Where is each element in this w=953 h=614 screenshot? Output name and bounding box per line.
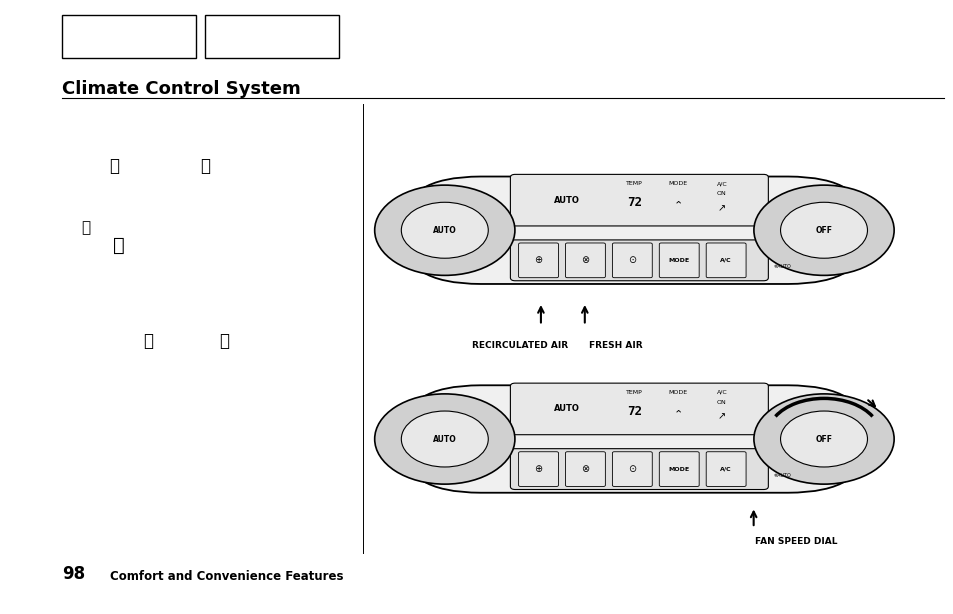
FancyBboxPatch shape xyxy=(612,243,652,278)
Text: AUTO: AUTO xyxy=(433,435,456,443)
Text: ⊕: ⊕ xyxy=(534,464,542,474)
Text: 72: 72 xyxy=(626,196,641,209)
Text: ⌃: ⌃ xyxy=(673,200,682,211)
Text: OFF: OFF xyxy=(815,435,832,443)
Text: AUTO: AUTO xyxy=(554,196,579,204)
Text: A/C: A/C xyxy=(720,467,731,472)
Circle shape xyxy=(401,202,488,258)
Text: ⌃: ⌃ xyxy=(673,409,682,419)
Circle shape xyxy=(753,185,893,275)
Bar xyxy=(62,15,195,58)
FancyBboxPatch shape xyxy=(612,452,652,486)
Text: FRESH AIR: FRESH AIR xyxy=(588,341,641,350)
FancyBboxPatch shape xyxy=(518,452,558,486)
Circle shape xyxy=(780,202,866,258)
Text: 🚗: 🚗 xyxy=(113,236,125,255)
Text: 🚗: 🚗 xyxy=(200,157,210,175)
Text: ⊙: ⊙ xyxy=(628,255,636,265)
Text: 98: 98 xyxy=(62,565,85,583)
Text: 🚗: 🚗 xyxy=(219,332,229,350)
FancyBboxPatch shape xyxy=(510,449,767,489)
Circle shape xyxy=(780,411,866,467)
FancyBboxPatch shape xyxy=(510,383,767,435)
FancyBboxPatch shape xyxy=(401,386,866,492)
FancyBboxPatch shape xyxy=(510,240,767,281)
Circle shape xyxy=(375,394,515,484)
Circle shape xyxy=(375,185,515,275)
Text: A/C: A/C xyxy=(716,181,726,186)
FancyBboxPatch shape xyxy=(705,243,745,278)
Text: ↗: ↗ xyxy=(717,411,725,422)
Text: AUTO: AUTO xyxy=(554,405,579,413)
Text: OFF: OFF xyxy=(815,226,832,235)
Text: FAN SPEED DIAL: FAN SPEED DIAL xyxy=(755,537,837,546)
Text: TEMP: TEMP xyxy=(625,181,642,186)
Text: TEMP: TEMP xyxy=(625,390,642,395)
Circle shape xyxy=(753,394,893,484)
Text: ⊕: ⊕ xyxy=(534,255,542,265)
Text: MODE: MODE xyxy=(668,181,687,186)
FancyBboxPatch shape xyxy=(510,174,767,226)
Text: Climate Control System: Climate Control System xyxy=(62,80,300,98)
Text: Comfort and Convenience Features: Comfort and Convenience Features xyxy=(110,570,343,583)
FancyBboxPatch shape xyxy=(518,243,558,278)
Text: A/C: A/C xyxy=(716,390,726,395)
Text: 72: 72 xyxy=(626,405,641,418)
Text: AUTO: AUTO xyxy=(433,226,456,235)
Text: ⊗: ⊗ xyxy=(580,464,589,474)
FancyBboxPatch shape xyxy=(565,452,605,486)
Text: ⊙: ⊙ xyxy=(628,464,636,474)
Text: ON: ON xyxy=(717,192,726,196)
Text: RECIRCULATED AIR: RECIRCULATED AIR xyxy=(472,341,567,350)
Circle shape xyxy=(401,411,488,467)
Text: MODE: MODE xyxy=(668,258,689,263)
FancyBboxPatch shape xyxy=(659,452,699,486)
Text: ⊗: ⊗ xyxy=(580,255,589,265)
Text: ❄AUTO: ❄AUTO xyxy=(772,264,790,269)
Text: ↗: ↗ xyxy=(717,203,725,213)
Text: MODE: MODE xyxy=(668,467,689,472)
Text: 🚗: 🚗 xyxy=(143,332,152,350)
Text: ❄AUTO: ❄AUTO xyxy=(772,473,790,478)
Text: ON: ON xyxy=(717,400,726,405)
FancyBboxPatch shape xyxy=(705,452,745,486)
Text: 🚗: 🚗 xyxy=(110,157,119,175)
Text: MODE: MODE xyxy=(668,390,687,395)
FancyBboxPatch shape xyxy=(401,177,866,284)
FancyBboxPatch shape xyxy=(565,243,605,278)
Text: A/C: A/C xyxy=(720,258,731,263)
Text: 🚗: 🚗 xyxy=(81,220,91,235)
Bar xyxy=(205,15,338,58)
FancyBboxPatch shape xyxy=(659,243,699,278)
